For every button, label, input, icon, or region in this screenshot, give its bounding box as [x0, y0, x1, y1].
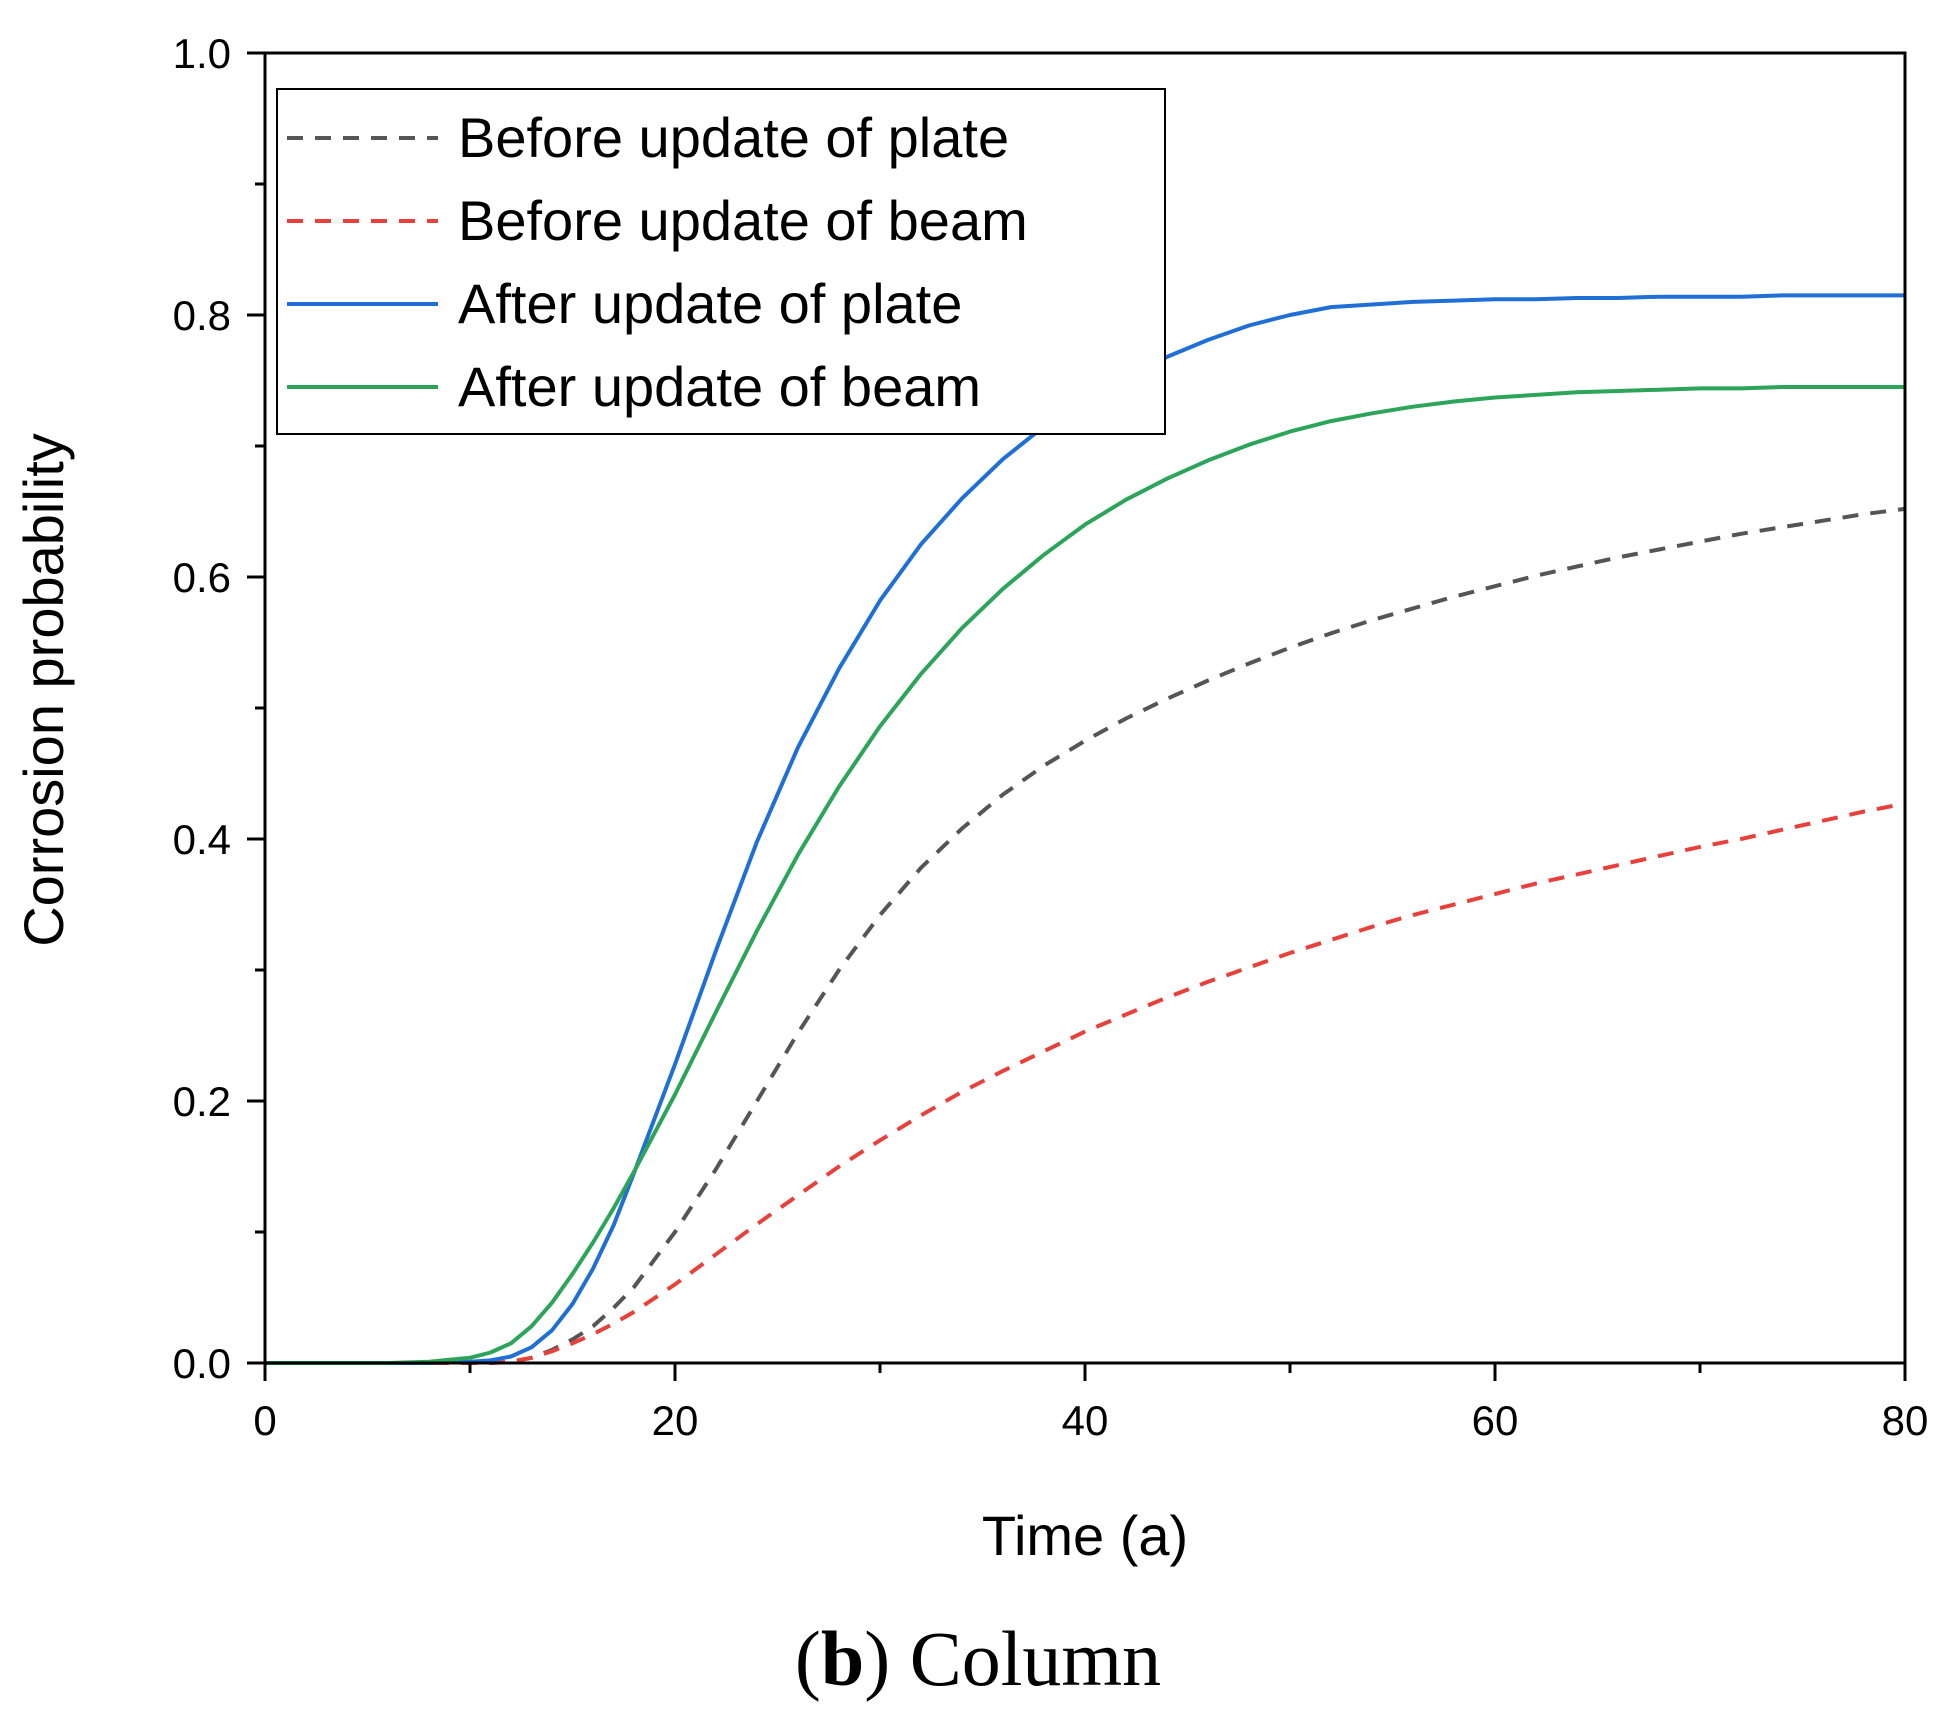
series-line-0 — [265, 506, 1906, 1365]
caption-text: Column — [910, 1615, 1161, 1702]
y-tick-label: 0.8 — [173, 292, 231, 339]
x-tick-label: 80 — [1882, 1397, 1929, 1444]
y-tick-label: 0.4 — [173, 816, 231, 863]
y-axis-title: Corrosion probability — [12, 433, 75, 947]
legend-items — [287, 136, 438, 389]
y-tick-label: 1.0 — [173, 30, 231, 77]
legend-label-after-beam: After update of beam — [458, 355, 981, 418]
x-tick-label: 40 — [1062, 1397, 1109, 1444]
x-axis-title: Time (a) — [982, 1504, 1188, 1567]
series-line-2 — [265, 293, 1905, 1365]
y-tick-label: 0.0 — [173, 1340, 231, 1387]
caption-close-paren: ) — [864, 1615, 890, 1702]
caption-open-paren: ( — [795, 1615, 821, 1702]
caption-letter: b — [821, 1615, 864, 1702]
y-tick-label: 0.2 — [173, 1078, 231, 1125]
y-tick-label: 0.6 — [173, 554, 231, 601]
x-tick-label: 20 — [652, 1397, 699, 1444]
series-line-3 — [265, 385, 1905, 1365]
legend-label-after-plate: After update of plate — [458, 272, 962, 335]
legend-box — [276, 88, 1166, 435]
legend-label-before-plate: Before update of plate — [458, 106, 1009, 169]
x-tick-label: 0 — [253, 1397, 276, 1444]
series-line-1 — [265, 801, 1906, 1365]
series-layer — [265, 293, 1906, 1365]
figure-caption: (b) Column — [795, 1615, 1161, 1702]
x-tick-label: 60 — [1472, 1397, 1519, 1444]
legend-label-before-beam: Before update of beam — [458, 189, 1028, 252]
legend: Before update of plate Before update of … — [276, 88, 1166, 435]
ticks-layer: 0 20 40 60 80 0.0 0.2 0.4 0.6 0.8 1.0 — [173, 30, 1929, 1444]
